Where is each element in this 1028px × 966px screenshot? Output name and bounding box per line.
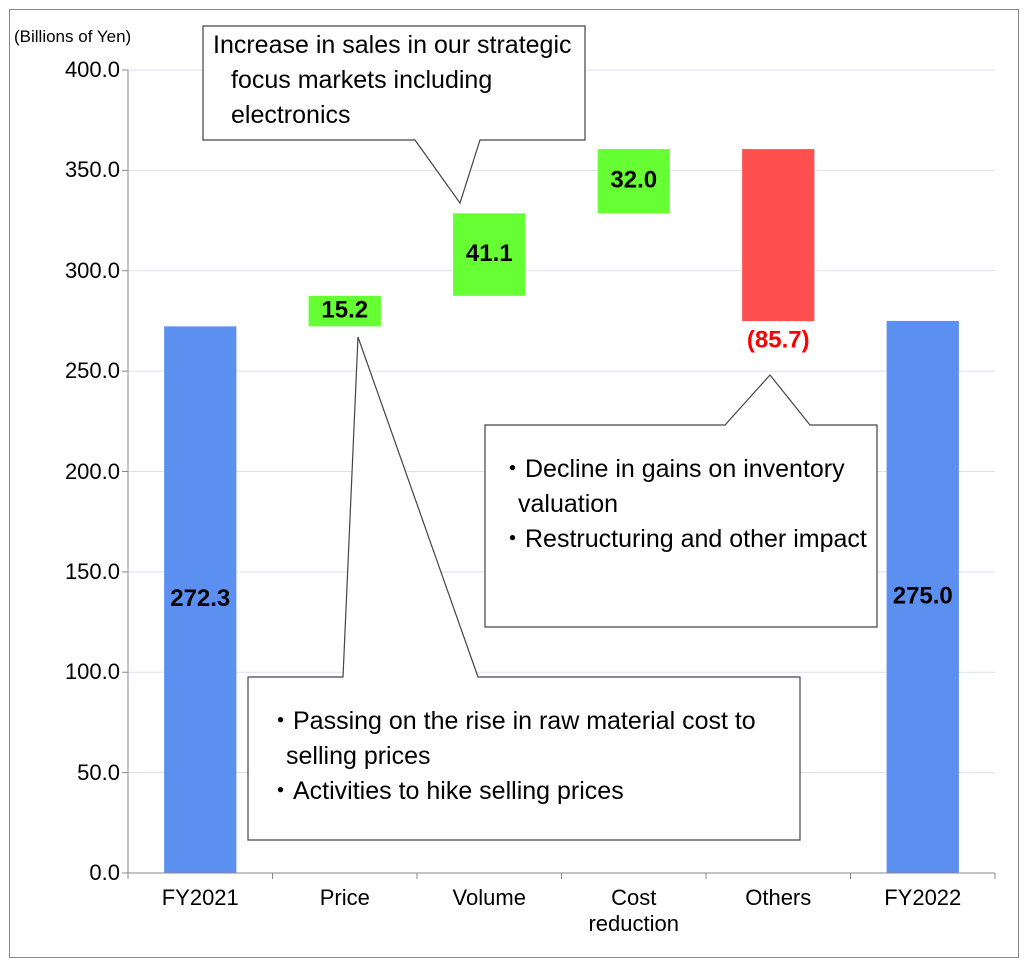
callout-line: ・Decline in gains on inventory valuation	[500, 455, 845, 518]
x-tick-label: Price	[319, 885, 370, 910]
y-tick-label: 50.0	[77, 759, 120, 785]
x-tick-label: Others	[745, 885, 812, 910]
x-tick-label: Volume	[452, 885, 526, 910]
value-label: 32.0	[610, 167, 657, 194]
callout-line: ・Restructuring and other impact	[500, 525, 867, 553]
x-tick-label: Cost reduction	[588, 885, 679, 936]
y-tick-label: 200.0	[64, 458, 120, 484]
bar	[886, 320, 959, 873]
callout-line: ・Passing on the rise in raw material cos…	[268, 707, 756, 770]
y-tick-label: 150.0	[64, 558, 120, 584]
value-label: 15.2	[321, 296, 368, 323]
y-tick-label: 0.0	[89, 860, 120, 885]
y-tick-label: 400.0	[64, 57, 120, 82]
y-tick-label: 350.0	[64, 157, 120, 183]
y-tick-label: 100.0	[64, 659, 120, 685]
value-label: 272.3	[170, 585, 230, 612]
callout-text: ・Passing on the rise in raw material cos…	[268, 704, 788, 809]
callout-line: Increase in sales in our strategic focus…	[213, 31, 572, 129]
value-label: 41.1	[466, 240, 513, 267]
callout-box	[484, 374, 878, 628]
bar	[742, 149, 815, 322]
x-tick-label: FY2021	[161, 885, 239, 910]
callout-box	[202, 25, 586, 205]
callout-text: Increase in sales in our strategic focus…	[213, 28, 573, 133]
callout-line: ・Activities to hike selling prices	[268, 777, 624, 805]
bar	[308, 295, 381, 327]
y-tick-label: 250.0	[64, 358, 120, 384]
value-label: 275.0	[893, 582, 953, 609]
y-tick-label: 300.0	[64, 257, 120, 283]
callout-box	[247, 336, 801, 841]
frame	[9, 9, 1019, 958]
value-label: (85.7)	[747, 326, 810, 353]
unit-label: (Billions of Yen)	[14, 27, 132, 46]
callout-text: ・Decline in gains on inventory valuation…	[500, 452, 870, 557]
x-tick-label: FY2022	[884, 885, 962, 910]
bar	[453, 213, 526, 296]
bar	[164, 326, 237, 873]
bar	[597, 149, 670, 214]
